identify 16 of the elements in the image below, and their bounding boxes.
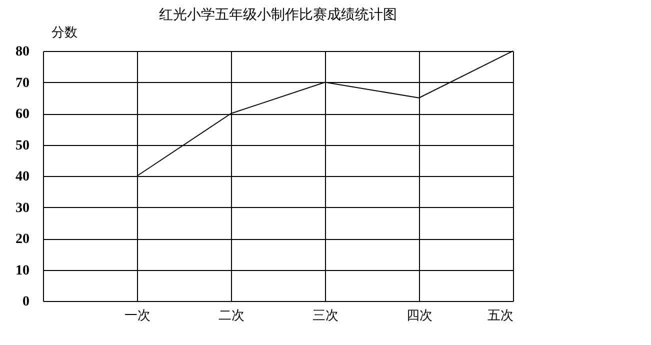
y-tick-label: 40 bbox=[16, 170, 30, 184]
x-tick-label: 五次 bbox=[488, 308, 514, 324]
y-axis-title: 分数 bbox=[52, 26, 78, 40]
y-tick-label: 60 bbox=[16, 107, 30, 122]
y-tick-label: 20 bbox=[16, 232, 30, 247]
y-tick-label: 80 bbox=[16, 44, 30, 60]
x-tick-label: 二次 bbox=[218, 308, 244, 324]
y-tick-label: 70 bbox=[16, 76, 30, 91]
x-tick-label: 一次 bbox=[124, 308, 150, 324]
chart-title: 红光小学五年级小制作比赛成绩统计图 bbox=[159, 7, 397, 23]
y-tick-label: 30 bbox=[16, 200, 30, 216]
x-tick-label: 四次 bbox=[406, 308, 432, 324]
y-tick-label: 0 bbox=[22, 294, 30, 310]
y-tick-label: 10 bbox=[16, 263, 30, 278]
y-tick-label: 50 bbox=[16, 138, 30, 154]
x-tick-label: 三次 bbox=[312, 308, 338, 324]
